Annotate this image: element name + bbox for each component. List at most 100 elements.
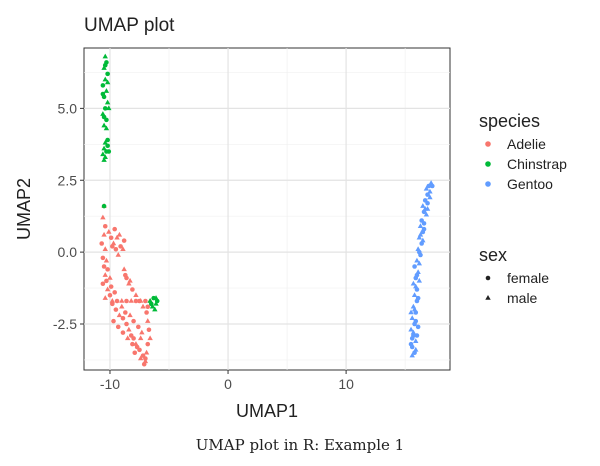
data-point (127, 312, 133, 318)
data-point (120, 330, 126, 335)
data-point (103, 257, 110, 263)
data-point (126, 326, 132, 332)
data-point (134, 344, 140, 350)
data-point (415, 324, 421, 330)
data-point (107, 275, 113, 280)
data-point (100, 151, 106, 157)
figure-caption: UMAP plot in R: Example 1 (195, 436, 405, 454)
data-point (101, 65, 107, 70)
data-point (123, 310, 128, 315)
data-point (103, 88, 110, 93)
data-point (420, 237, 426, 243)
data-point (132, 350, 138, 356)
legend-key-adelie (485, 141, 491, 147)
legend-sex-title: sex (479, 245, 507, 265)
legend-label-male: male (507, 290, 538, 306)
legend-label-female: female (507, 270, 549, 286)
data-point (413, 318, 419, 324)
data-point (115, 324, 121, 330)
data-point (107, 292, 113, 298)
data-point (101, 157, 107, 162)
data-point (414, 272, 420, 278)
data-point (146, 327, 152, 333)
data-point (102, 272, 108, 277)
x-tick-label: 10 (338, 376, 354, 392)
data-point (140, 303, 146, 309)
y-tick-label: 5.0 (58, 100, 78, 116)
data-point (100, 83, 106, 88)
data-point (145, 304, 151, 310)
legend-sex: sex female male (479, 245, 549, 306)
data-point (427, 188, 433, 194)
data-point (153, 300, 159, 306)
data-point (144, 310, 149, 315)
data-point (425, 200, 430, 206)
data-point (141, 361, 147, 367)
x-tick-label: -10 (100, 376, 120, 392)
data-point (417, 231, 424, 237)
data-point (409, 315, 415, 321)
data-point (121, 266, 127, 272)
data-point (119, 303, 125, 309)
data-point (128, 298, 134, 303)
data-point (408, 326, 414, 332)
data-point (109, 298, 116, 303)
data-point (416, 234, 423, 240)
data-point (106, 105, 112, 111)
data-point (421, 221, 427, 226)
data-point (416, 260, 423, 266)
data-point (423, 185, 430, 191)
data-point (408, 341, 414, 347)
data-point (143, 356, 148, 361)
data-point (413, 283, 419, 289)
data-point (101, 114, 107, 120)
data-point (145, 341, 151, 347)
data-point (415, 295, 421, 301)
axes: -10 0 10 -2.5 0.0 2.5 5.0 (53, 100, 354, 392)
data-point (127, 277, 133, 283)
data-point (102, 223, 108, 229)
data-point (111, 318, 116, 324)
data-point (131, 336, 136, 341)
data-point (116, 231, 123, 237)
data-point (424, 206, 431, 211)
data-point (152, 306, 158, 312)
data-point (104, 286, 111, 292)
data-point (108, 235, 114, 241)
data-point (147, 335, 153, 341)
x-tick-label: 0 (224, 376, 232, 392)
plot-panel (83, 47, 451, 371)
data-point (137, 335, 144, 341)
data-point (143, 298, 148, 304)
data-point (102, 53, 108, 59)
data-point (426, 183, 432, 189)
data-point (124, 321, 129, 327)
data-point (101, 264, 107, 269)
data-point (105, 143, 110, 149)
legend-key-male (485, 295, 491, 300)
data-point (417, 223, 424, 229)
y-tick-label: 0.0 (58, 244, 78, 260)
chart-title: UMAP plot (84, 15, 175, 36)
data-point (416, 277, 423, 283)
data-point (143, 349, 150, 355)
data-point (116, 312, 123, 318)
legend-label-gentoo: Gentoo (507, 176, 553, 192)
legend-species-title: species (479, 111, 540, 131)
data-point (113, 307, 119, 312)
data-point (417, 249, 422, 255)
data-point (102, 62, 108, 68)
data-point (101, 122, 107, 128)
data-point (115, 252, 121, 257)
data-point (104, 79, 111, 85)
x-axis-label: UMAP1 (236, 401, 298, 421)
data-point (130, 287, 135, 292)
data-point (124, 335, 131, 341)
legend-label-chinstrap: Chinstrap (507, 156, 567, 172)
legend-key-chinstrap (485, 161, 491, 167)
data-point (101, 231, 107, 237)
data-point (153, 295, 159, 300)
data-point (414, 333, 420, 338)
data-point (114, 298, 120, 304)
y-tick-label: 2.5 (58, 172, 78, 188)
